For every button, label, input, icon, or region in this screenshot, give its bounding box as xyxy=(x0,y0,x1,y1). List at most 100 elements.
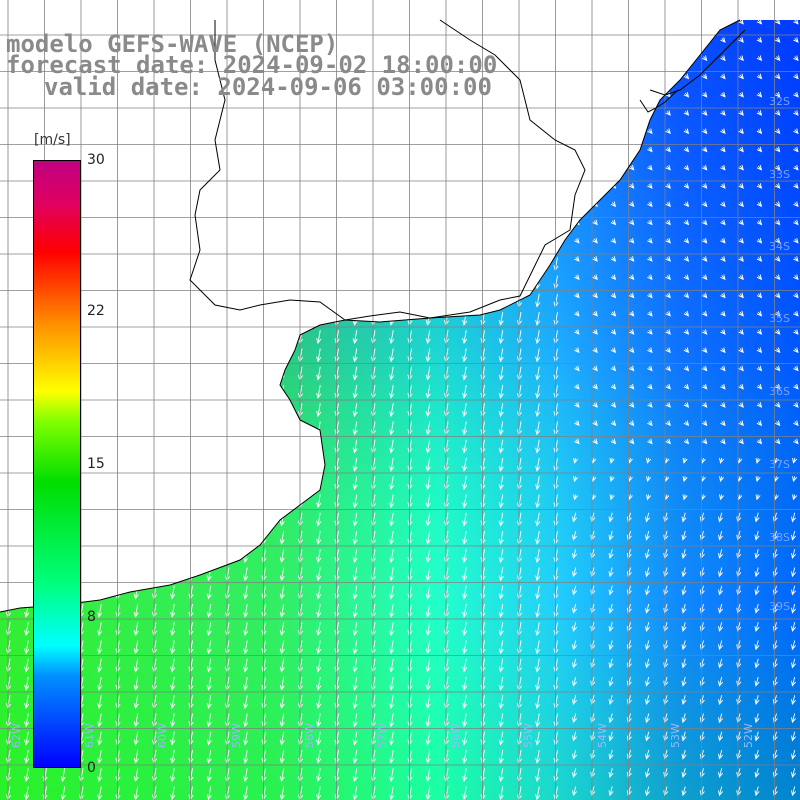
wind-arrow xyxy=(738,329,744,335)
wind-arrow xyxy=(462,622,468,637)
wind-arrow xyxy=(316,366,322,381)
wind-arrow xyxy=(647,146,653,153)
wind-arrow xyxy=(665,183,671,189)
wind-arrow xyxy=(243,676,249,691)
wind-arrow xyxy=(646,494,652,501)
wind-arrow xyxy=(774,128,781,135)
wind-arrow xyxy=(498,330,504,345)
wind-arrow xyxy=(756,438,763,445)
wind-arrow xyxy=(628,420,635,427)
wind-arrow xyxy=(535,658,541,673)
wind-arrow xyxy=(592,420,598,427)
wind-arrow xyxy=(574,438,580,445)
wind-arrow xyxy=(352,585,358,600)
model-title: modelo GEFS-WAVE (NCEP) xyxy=(6,30,339,58)
wind-arrow xyxy=(592,256,598,262)
wind-arrow xyxy=(610,365,617,372)
wind-arrow xyxy=(628,219,635,226)
wind-arrow xyxy=(462,512,468,527)
wind-arrow xyxy=(756,310,763,317)
wind-arrow xyxy=(425,330,431,345)
wind-arrow xyxy=(243,567,249,582)
wind-arrow xyxy=(462,603,468,618)
wind-arrow xyxy=(628,347,635,354)
wind-arrow xyxy=(24,640,30,655)
wind-arrow xyxy=(774,329,781,335)
wind-arrow xyxy=(718,695,724,705)
wind-arrow xyxy=(793,164,799,171)
colorbar-tick: 30 xyxy=(87,152,105,168)
wind-arrow xyxy=(738,20,744,25)
wind-arrow xyxy=(572,549,578,559)
wind-arrow xyxy=(647,365,653,372)
wind-arrow xyxy=(206,749,212,764)
wind-arrow xyxy=(738,37,744,43)
wind-arrow xyxy=(719,494,725,501)
colorbar-tick: 22 xyxy=(87,303,105,319)
wind-arrow xyxy=(316,567,322,582)
wind-arrow xyxy=(738,164,744,171)
wind-arrow xyxy=(774,383,781,390)
wind-arrow xyxy=(791,567,797,578)
wind-arrow xyxy=(647,292,653,299)
wind-arrow xyxy=(720,201,726,208)
wind-arrow xyxy=(774,402,781,408)
wind-arrow xyxy=(681,695,687,705)
wind-arrow xyxy=(462,384,468,399)
wind-arrow xyxy=(610,347,617,354)
wind-arrow xyxy=(610,219,617,226)
wind-arrow xyxy=(683,420,690,427)
wind-arrow xyxy=(701,438,708,445)
wind-arrow xyxy=(574,292,580,299)
wind-arrow xyxy=(738,73,744,80)
wind-arrow xyxy=(425,403,431,418)
wind-arrow xyxy=(681,713,687,724)
wind-arrow xyxy=(793,37,799,43)
wind-arrow xyxy=(610,438,617,445)
wind-arrow xyxy=(170,695,176,710)
wind-arrow xyxy=(170,676,176,691)
wind-arrow xyxy=(720,146,726,153)
wind-arrow xyxy=(279,676,285,691)
wind-arrow xyxy=(535,713,541,728)
wind-arrow xyxy=(610,420,617,427)
wind-arrow xyxy=(720,438,726,445)
wind-arrow xyxy=(682,457,688,464)
wind-arrow xyxy=(592,237,598,244)
wind-arrow xyxy=(754,731,760,742)
wind-arrow xyxy=(665,347,671,354)
wind-arrow xyxy=(645,731,651,742)
wind-arrow xyxy=(754,786,760,797)
wind-arrow xyxy=(701,55,708,62)
wind-arrow xyxy=(665,438,671,445)
wind-arrow xyxy=(243,786,249,800)
wind-arrow xyxy=(425,585,431,600)
wind-arrow xyxy=(462,439,468,454)
wind-arrow xyxy=(647,274,653,281)
wind-arrow xyxy=(791,695,797,705)
coastline xyxy=(0,19,741,613)
wind-arrow xyxy=(572,530,578,541)
wind-arrow xyxy=(425,749,431,764)
wind-arrow xyxy=(97,622,103,637)
wind-arrow xyxy=(738,402,744,408)
wind-arrow xyxy=(754,676,760,687)
wind-arrow xyxy=(720,110,726,116)
wind-arrow xyxy=(665,274,671,281)
wind-arrow xyxy=(774,365,781,372)
wind-arrow xyxy=(756,73,763,80)
wind-arrow xyxy=(462,768,468,783)
wind-arrow xyxy=(243,713,249,728)
wind-arrow xyxy=(389,695,395,710)
wind-arrow xyxy=(754,713,760,724)
wind-arrow xyxy=(572,622,578,632)
wind-arrow xyxy=(316,403,322,418)
wind-arrow xyxy=(206,786,212,800)
wind-arrow xyxy=(535,768,541,783)
wind-arrow xyxy=(774,201,781,208)
wind-arrow xyxy=(462,476,468,491)
wind-arrow xyxy=(572,749,578,760)
wind-arrow xyxy=(133,731,139,746)
wind-arrow xyxy=(572,768,578,778)
wind-arrow xyxy=(718,512,724,523)
